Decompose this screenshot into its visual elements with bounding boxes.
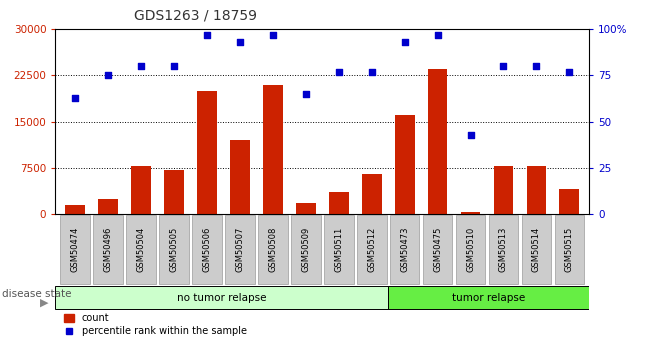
Point	[333, 69, 344, 75]
Point	[465, 132, 476, 137]
Bar	[357, 215, 387, 284]
Text: GSM50514: GSM50514	[532, 227, 541, 272]
Bar	[93, 215, 123, 284]
Bar	[197, 91, 217, 214]
Bar	[395, 116, 415, 214]
Point	[136, 63, 146, 69]
Bar	[55, 286, 388, 309]
Point	[498, 63, 508, 69]
Bar	[324, 215, 353, 284]
Text: GSM50508: GSM50508	[268, 227, 277, 272]
Text: GSM50505: GSM50505	[169, 227, 178, 272]
Point	[400, 39, 410, 45]
Text: GSM50509: GSM50509	[301, 227, 311, 272]
Bar	[61, 215, 90, 284]
Bar	[527, 166, 546, 214]
Bar	[131, 166, 151, 214]
Text: GSM50510: GSM50510	[466, 227, 475, 272]
Point	[234, 39, 245, 45]
Bar	[98, 198, 118, 214]
Bar	[422, 215, 452, 284]
Bar	[225, 215, 255, 284]
Point	[301, 91, 311, 97]
Point	[531, 63, 542, 69]
Point	[70, 95, 80, 100]
Bar	[126, 215, 156, 284]
Text: ▶: ▶	[40, 298, 49, 308]
Text: GSM50474: GSM50474	[70, 227, 79, 272]
Bar	[192, 215, 222, 284]
Bar	[521, 215, 551, 284]
Bar	[258, 215, 288, 284]
Text: GSM50511: GSM50511	[334, 227, 343, 272]
Point	[169, 63, 179, 69]
Point	[202, 32, 212, 38]
Text: GSM50506: GSM50506	[202, 227, 212, 272]
Text: GSM50496: GSM50496	[104, 227, 113, 272]
Text: GSM50475: GSM50475	[433, 227, 442, 272]
Bar	[296, 203, 316, 214]
Bar	[489, 215, 518, 284]
Bar	[493, 166, 514, 214]
Bar	[230, 140, 250, 214]
Bar	[164, 170, 184, 214]
Text: GSM50515: GSM50515	[565, 227, 574, 272]
Text: GSM50507: GSM50507	[236, 227, 244, 272]
Text: GSM50504: GSM50504	[137, 227, 146, 272]
Bar	[388, 286, 589, 309]
Bar	[555, 215, 584, 284]
Point	[432, 32, 443, 38]
Bar	[263, 85, 283, 214]
Bar	[65, 205, 85, 214]
Bar	[456, 215, 486, 284]
Text: GSM50473: GSM50473	[400, 227, 409, 272]
Point	[268, 32, 278, 38]
Point	[564, 69, 575, 75]
Bar	[461, 212, 480, 214]
Text: GSM50513: GSM50513	[499, 227, 508, 272]
Text: GDS1263 / 18759: GDS1263 / 18759	[134, 9, 256, 23]
Text: no tumor relapse: no tumor relapse	[177, 293, 266, 303]
Point	[103, 73, 113, 78]
Text: tumor relapse: tumor relapse	[452, 293, 525, 303]
Bar	[159, 215, 189, 284]
Point	[367, 69, 377, 75]
Bar	[559, 189, 579, 214]
Text: disease state: disease state	[2, 289, 72, 299]
Bar	[329, 193, 348, 214]
Text: GSM50512: GSM50512	[367, 227, 376, 272]
Bar	[428, 69, 447, 214]
Bar	[390, 215, 419, 284]
Bar	[362, 174, 381, 214]
Bar	[291, 215, 320, 284]
Legend: count, percentile rank within the sample: count, percentile rank within the sample	[60, 309, 251, 340]
